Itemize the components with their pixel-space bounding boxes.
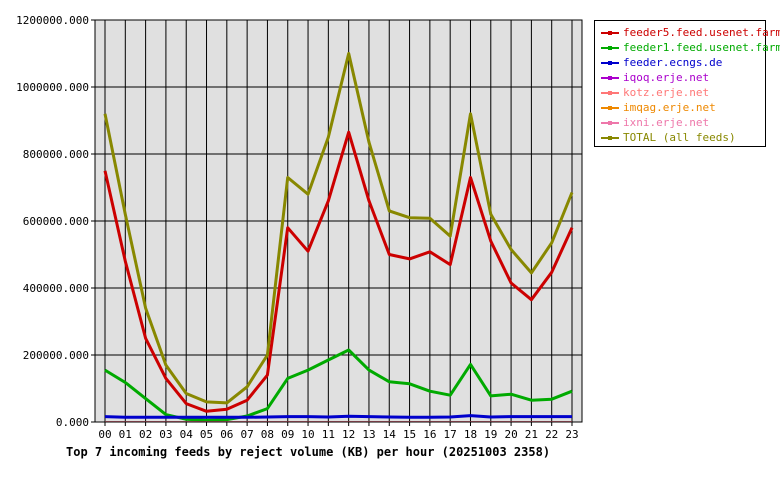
x-tick-label: 11 [322, 428, 335, 441]
x-tick-label: 13 [362, 428, 375, 441]
y-tick-label: 1200000.000 [16, 14, 89, 27]
legend-swatch [601, 29, 619, 37]
y-tick-label: 0.000 [56, 416, 89, 429]
legend-item: iqoq.erje.net [595, 70, 765, 85]
y-tick-label: 1000000.000 [16, 81, 89, 94]
legend-label: kotz.erje.net [623, 86, 710, 99]
legend-label: feeder1.feed.usenet.farm [623, 41, 780, 54]
x-tick-label: 15 [403, 428, 416, 441]
legend-item: feeder.ecngs.de [595, 55, 765, 70]
x-tick-label: 14 [383, 428, 397, 441]
x-tick-label: 16 [423, 428, 436, 441]
x-tick-label: 09 [281, 428, 294, 441]
x-tick-label: 04 [180, 428, 194, 441]
legend-label: TOTAL (all feeds) [623, 131, 736, 144]
legend-item: feeder1.feed.usenet.farm [595, 40, 780, 55]
series-line-total-all-feeds- [103, 52, 574, 405]
y-axis-ticks: 0.000 200000.000 400000.000 600000.000 80000… [16, 14, 95, 429]
legend-swatch [601, 44, 619, 52]
y-tick-label: 400000.000 [23, 282, 89, 295]
x-tick-label: 22 [545, 428, 558, 441]
x-tick-label: 17 [444, 428, 457, 441]
legend-item: kotz.erje.net [595, 85, 765, 100]
legend-item: imqag.erje.net [595, 100, 765, 115]
grid-lines [95, 19, 582, 423]
x-tick-label: 06 [220, 428, 233, 441]
x-tick-label: 12 [342, 428, 355, 441]
x-tick-label: 02 [139, 428, 152, 441]
x-tick-label: 10 [301, 428, 314, 441]
x-tick-label: 23 [565, 428, 578, 441]
legend-label: feeder.ecngs.de [623, 56, 723, 69]
legend-swatch [601, 119, 619, 127]
legend-label: ixni.erje.net [623, 116, 710, 129]
series-line-feeder-ecngs-de [104, 414, 572, 419]
legend-item: ixni.erje.net [595, 115, 765, 130]
x-tick-label: 19 [484, 428, 497, 441]
x-tick-label: 00 [98, 428, 111, 441]
legend-swatch [601, 59, 619, 67]
legend-label: imqag.erje.net [623, 101, 716, 114]
x-tick-label: 20 [504, 428, 517, 441]
legend-label: iqoq.erje.net [623, 71, 710, 84]
legend-item: TOTAL (all feeds) [595, 130, 765, 145]
legend-label: feeder5.feed.usenet.farm [623, 26, 780, 39]
x-tick-label: 18 [464, 428, 477, 441]
x-tick-label: 08 [261, 428, 274, 441]
y-tick-label: 600000.000 [23, 215, 89, 228]
x-tick-label: 05 [200, 428, 213, 441]
x-tick-label: 01 [119, 428, 132, 441]
legend-swatch [601, 74, 619, 82]
x-tick-label: 07 [241, 428, 254, 441]
legend-swatch [601, 134, 619, 142]
legend-item: feeder5.feed.usenet.farm [595, 25, 780, 40]
chart-caption: Top 7 incoming feeds by reject volume (K… [66, 445, 551, 459]
legend: feeder5.feed.usenet.farm feeder1.feed.use… [594, 20, 780, 147]
legend-swatch [601, 104, 619, 112]
series-line-feeder5-feed-usenet-farm [103, 130, 574, 413]
x-tick-label: 03 [159, 428, 172, 441]
legend-swatch [601, 89, 619, 97]
y-tick-label: 200000.000 [23, 349, 89, 362]
x-axis-ticks: 00 01 02 03 04 05 06 07 08 09 10 11 12 13 14 15 16 17 18 19… [98, 422, 579, 441]
y-tick-label: 800000.000 [23, 148, 89, 161]
x-tick-label: 21 [525, 428, 538, 441]
